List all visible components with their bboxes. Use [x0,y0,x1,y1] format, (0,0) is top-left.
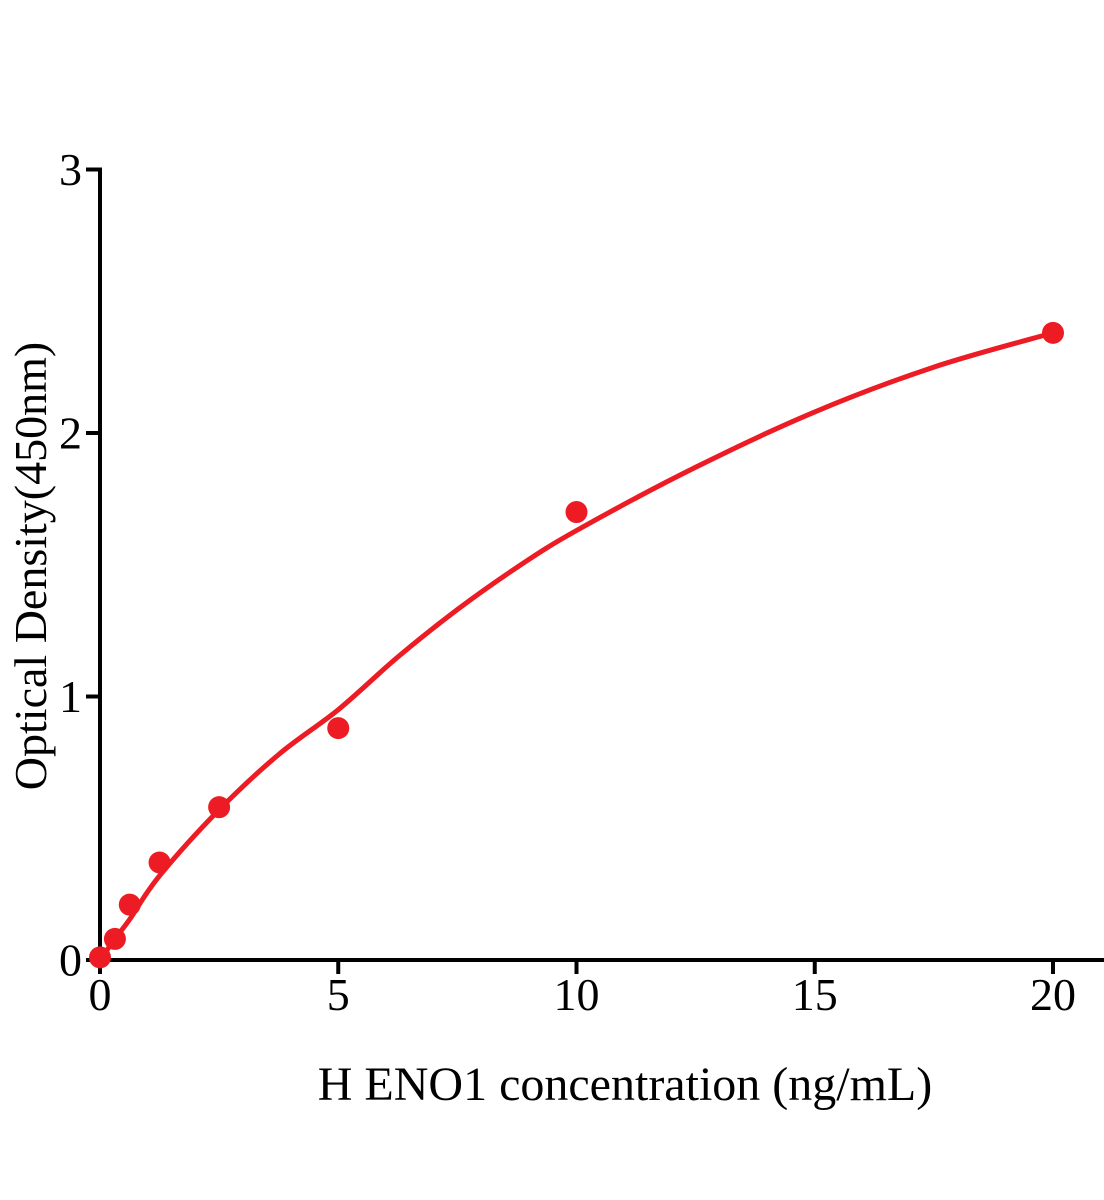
fit-curve [97,330,1056,963]
x-tick-label: 0 [89,969,112,1020]
y-tick-label: 0 [59,935,82,986]
x-tick-label: 15 [792,969,838,1020]
x-tick-label: 5 [327,969,350,1020]
data-point [208,796,231,819]
x-tick-label: 20 [1030,969,1076,1020]
data-point [565,501,588,524]
data-point [327,717,350,740]
data-point [89,946,111,969]
x-tick-label: 10 [554,969,600,1020]
plot-area: 0 1 2 3 0 5 10 15 20 [59,144,1104,1020]
y-axis-title: Optical Density(450nm) [5,342,56,790]
y-tick-label: 1 [59,671,82,722]
data-point [118,893,141,916]
data-point [1042,321,1064,344]
y-tick-label: 2 [59,408,82,459]
data-point [103,927,126,950]
x-axis-title: H ENO1 concentration (ng/mL) [318,1058,932,1111]
data-point [148,851,171,874]
y-tick-label: 3 [59,144,82,195]
